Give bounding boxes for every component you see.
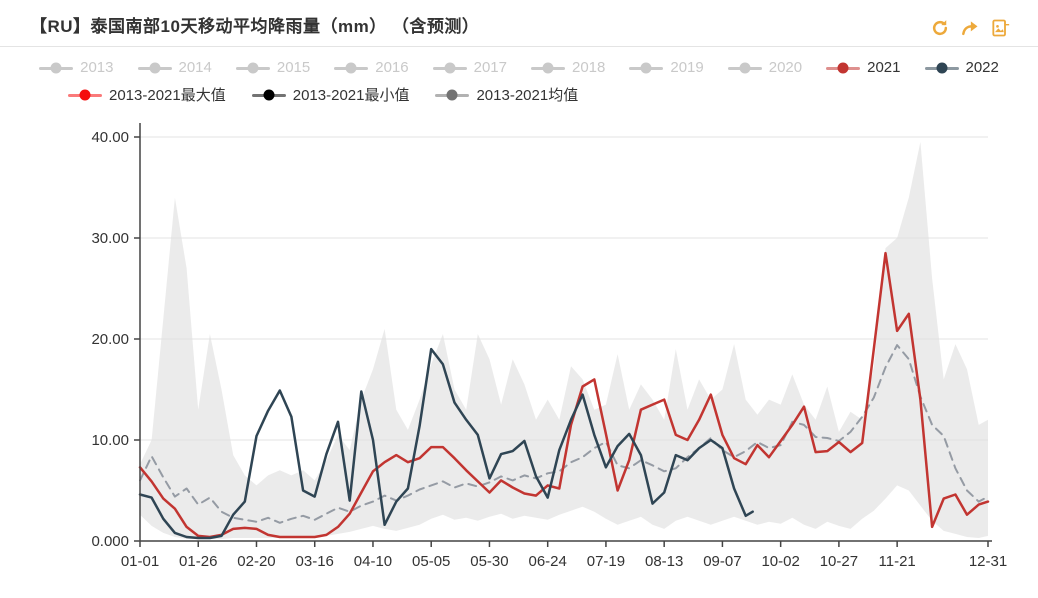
legend-marker bbox=[432, 62, 467, 74]
y-tick-label: 10.00 bbox=[91, 432, 129, 449]
legend-marker bbox=[924, 62, 959, 74]
legend-label: 2021 bbox=[867, 59, 901, 76]
legend-label: 2017 bbox=[473, 59, 507, 76]
legend-marker bbox=[137, 62, 172, 74]
x-tick-label: 09-07 bbox=[703, 553, 741, 570]
header-divider bbox=[0, 46, 1038, 47]
legend-label: 2014 bbox=[178, 59, 212, 76]
legend-item-2017[interactable]: 2017 bbox=[432, 59, 507, 76]
x-tick-label: 02-20 bbox=[237, 553, 275, 570]
series-2013-2021 bbox=[139, 344, 989, 524]
x-tick-label: 10-27 bbox=[820, 553, 858, 570]
series-2021 bbox=[138, 251, 990, 539]
x-tick-label: 03-16 bbox=[296, 553, 334, 570]
legend-label: 2018 bbox=[572, 59, 606, 76]
toolbar bbox=[930, 18, 1010, 38]
legend-item-2014[interactable]: 2014 bbox=[137, 59, 212, 76]
legend-marker bbox=[39, 62, 74, 74]
legend-label: 2020 bbox=[768, 59, 803, 76]
widget-header: 【RU】泰国南部10天移动平均降雨量（mm） （含预测） bbox=[0, 0, 1038, 38]
legend-label: 2013-2021最大值 bbox=[109, 87, 226, 104]
x-tick-label: 07-19 bbox=[587, 553, 625, 570]
y-tick-label: 0.000 bbox=[91, 533, 129, 550]
legend-item-2013-2021[interactable]: 2013-2021均值 bbox=[435, 84, 578, 105]
legend-label: 2015 bbox=[276, 59, 311, 76]
y-tick-label: 30.00 bbox=[91, 230, 129, 247]
x-tick-label: 12-31 bbox=[969, 553, 1007, 570]
legend-item-2016[interactable]: 2016 bbox=[334, 59, 409, 76]
legend-label: 2019 bbox=[670, 59, 704, 76]
legend-label: 2016 bbox=[375, 59, 409, 76]
series-2022 bbox=[138, 347, 754, 540]
legend-marker bbox=[531, 62, 565, 74]
legend-label: 2013-2021最小值 bbox=[292, 87, 410, 104]
legend-aggregates: 2013-2021最大值 2013-2021最小值 2013-2021均值 bbox=[68, 84, 998, 105]
legend-label: 2022 bbox=[965, 59, 999, 76]
legend-item-2013[interactable]: 2013 bbox=[39, 59, 114, 76]
legend-item-2022[interactable]: 2022 bbox=[924, 59, 999, 76]
x-tick-label: 10-02 bbox=[761, 553, 799, 570]
share-icon[interactable] bbox=[960, 18, 980, 38]
legend-marker bbox=[826, 62, 861, 74]
legend-marker bbox=[334, 62, 369, 74]
legend-item-2015[interactable]: 2015 bbox=[235, 59, 311, 76]
y-tick-label: 20.00 bbox=[91, 331, 129, 348]
x-tick-label: 05-05 bbox=[412, 553, 450, 570]
x-tick-label: 08-13 bbox=[645, 553, 683, 570]
legend-item-2013-2021[interactable]: 2013-2021最小值 bbox=[251, 84, 410, 105]
x-tick-label: 11-21 bbox=[879, 553, 916, 570]
legend-marker bbox=[435, 89, 470, 101]
legend-marker bbox=[251, 89, 286, 101]
chart-title: 【RU】泰国南部10天移动平均降雨量（mm） （含预测） bbox=[30, 17, 480, 36]
legend-label: 2013-2021均值 bbox=[476, 87, 579, 104]
legend-years: 2013 2014 2015 2016 2017 2018 2019 2020 2021 2022 bbox=[39, 59, 999, 76]
refresh-icon[interactable] bbox=[930, 18, 950, 38]
legend-marker bbox=[629, 62, 664, 74]
chart-canvas: 0.000 10.00 20.00 30.00 40.00 01-01 01-26 02-20… bbox=[91, 123, 1007, 570]
x-tick-label: 01-01 bbox=[121, 553, 159, 570]
legend-marker bbox=[727, 62, 762, 74]
x-tick-label: 04-10 bbox=[354, 553, 392, 570]
legend-item-2019[interactable]: 2019 bbox=[629, 59, 704, 76]
band-2013-2021-range bbox=[140, 142, 988, 539]
export-image-icon[interactable] bbox=[990, 18, 1010, 38]
legend-item-2018[interactable]: 2018 bbox=[531, 59, 605, 76]
legend-label: 2013 bbox=[80, 59, 114, 76]
y-tick-label: 40.00 bbox=[91, 129, 129, 146]
x-tick-label: 06-24 bbox=[529, 553, 567, 570]
x-tick-label: 05-30 bbox=[470, 553, 508, 570]
legend-item-2013-2021[interactable]: 2013-2021最大值 bbox=[68, 84, 226, 105]
x-tick-label: 01-26 bbox=[179, 553, 217, 570]
legend-item-2021[interactable]: 2021 bbox=[826, 59, 901, 76]
legend-marker bbox=[68, 89, 102, 101]
legend-item-2020[interactable]: 2020 bbox=[727, 59, 803, 76]
legend-marker bbox=[235, 62, 270, 74]
